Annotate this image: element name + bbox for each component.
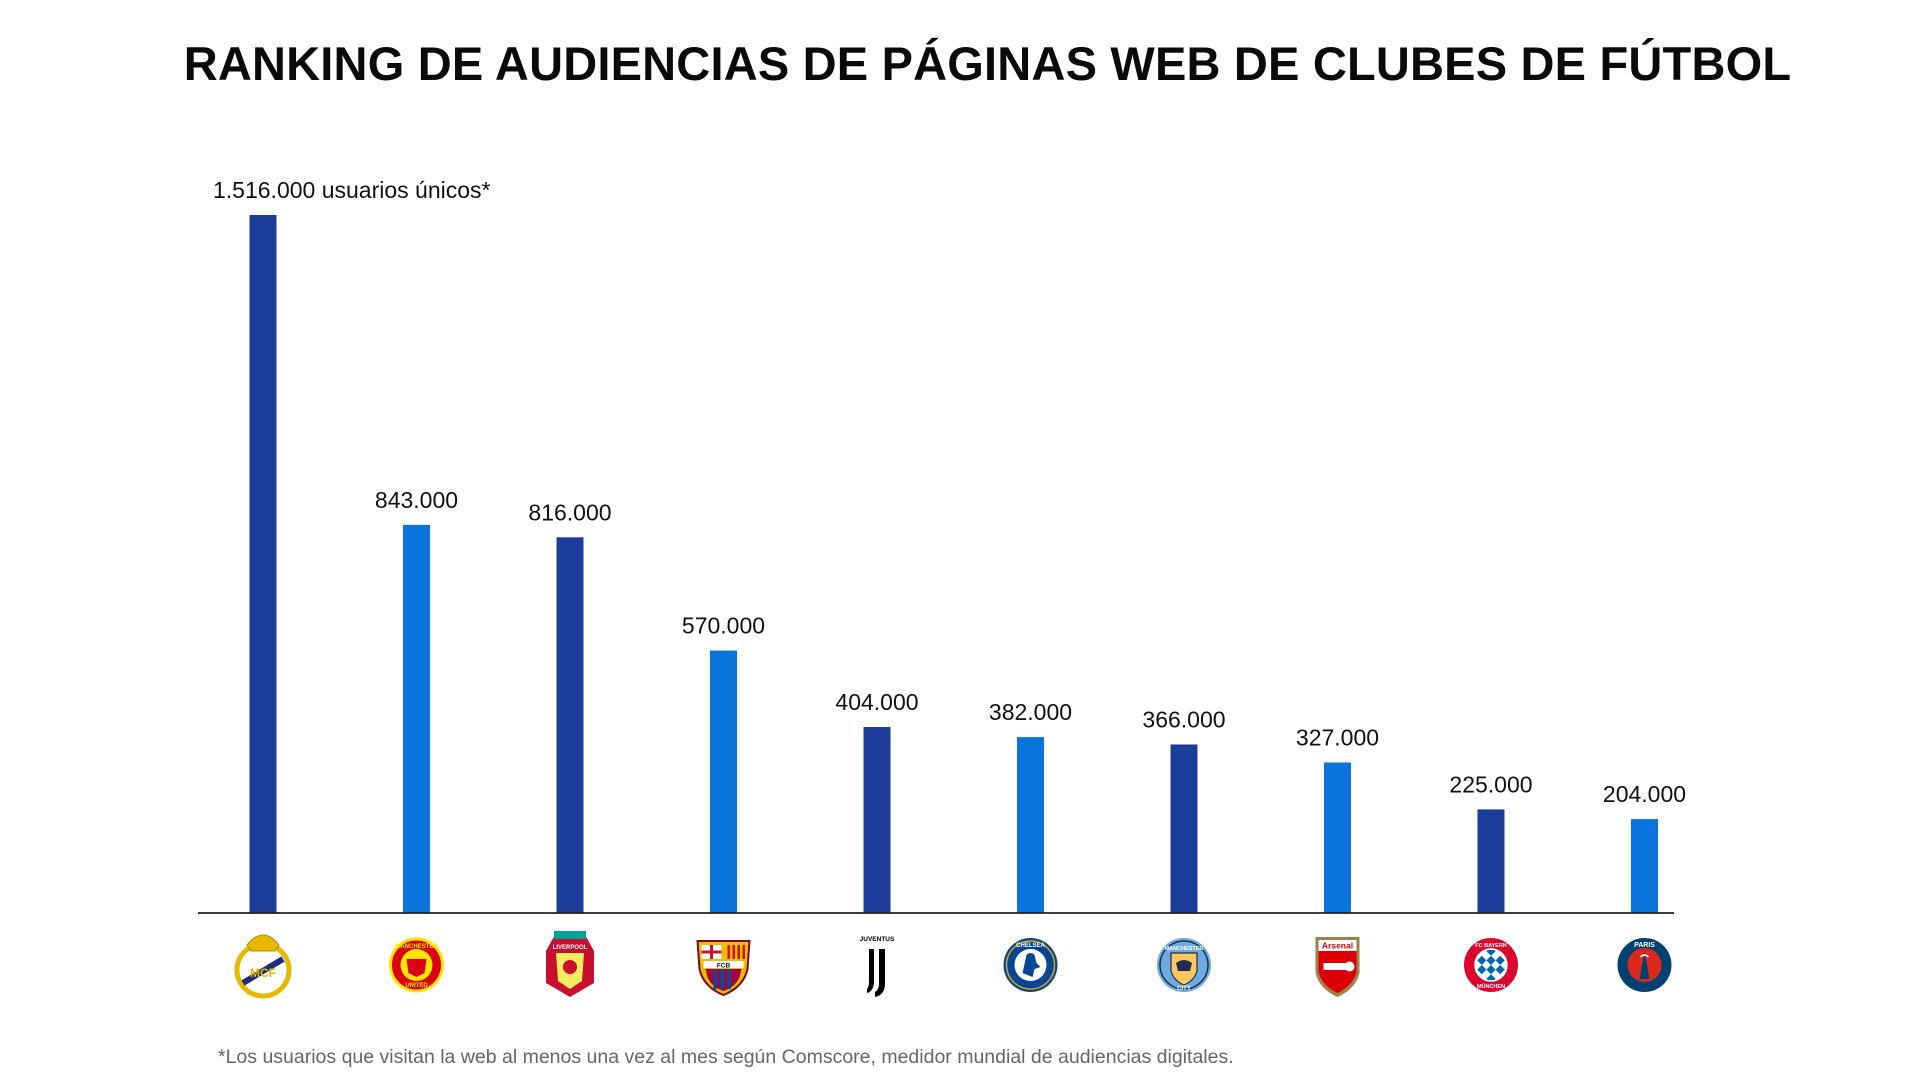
manchester-united-logo: Manchester UnitedMANCHESTERUNITED xyxy=(389,937,444,993)
svg-text:PARIS: PARIS xyxy=(1634,942,1655,949)
liverpool-logo: LiverpoolLIVERPOOL xyxy=(546,931,594,997)
value-label-2: 843.000 xyxy=(375,487,458,513)
svg-text:MANCHESTER: MANCHESTER xyxy=(395,944,438,950)
svg-text:MANCHESTER: MANCHESTER xyxy=(1165,946,1204,952)
value-label-10: 204.000 xyxy=(1603,781,1686,807)
svg-text:JUVENTUS: JUVENTUS xyxy=(860,936,895,943)
value-label-1: 1.516.000 usuarios únicos* xyxy=(213,177,491,203)
svg-text:LIVERPOOL: LIVERPOOL xyxy=(553,945,588,951)
value-label-4: 570.000 xyxy=(682,613,765,639)
svg-text:MÜNCHEN: MÜNCHEN xyxy=(1477,983,1505,990)
value-label-3: 816.000 xyxy=(528,499,611,525)
bar-1 xyxy=(249,215,277,913)
juventus-logo: JuventusJUVENTUS xyxy=(860,936,895,997)
bars-group xyxy=(249,215,1658,913)
bar-8 xyxy=(1324,762,1351,913)
bar-5 xyxy=(863,726,891,913)
club-logos-group: Real MadridMCFManchester UnitedMANCHESTE… xyxy=(234,931,1672,999)
bar-4 xyxy=(710,650,737,913)
bar-7 xyxy=(1170,744,1198,913)
bar-10 xyxy=(1631,819,1658,913)
svg-text:CITY: CITY xyxy=(1177,986,1191,992)
svg-text:Arsenal: Arsenal xyxy=(1322,941,1353,951)
bar-9 xyxy=(1477,809,1505,913)
value-label-9: 225.000 xyxy=(1449,771,1532,797)
arsenal-logo: ArsenalArsenal xyxy=(1315,937,1360,997)
bar-2 xyxy=(403,524,430,913)
svg-text:MCF: MCF xyxy=(250,966,276,980)
chart-title: RANKING DE AUDIENCIAS DE PÁGINAS WEB DE … xyxy=(183,37,1792,90)
svg-text:UNITED: UNITED xyxy=(405,983,428,989)
svg-text:FCB: FCB xyxy=(717,963,731,970)
svg-text:FC BAYERN: FC BAYERN xyxy=(1475,943,1507,949)
value-labels-group: 1.516.000 usuarios únicos* 843.000 816.000… xyxy=(213,177,1686,807)
value-label-8: 327.000 xyxy=(1296,724,1379,750)
value-label-7: 366.000 xyxy=(1142,706,1225,732)
value-label-6: 382.000 xyxy=(989,699,1072,725)
bar-3 xyxy=(556,537,584,913)
bar-6 xyxy=(1017,737,1044,913)
psg-logo: Paris Saint-GermainPARIS xyxy=(1617,938,1672,992)
value-label-5: 404.000 xyxy=(835,689,918,715)
chelsea-logo: ChelseaCHELSEA xyxy=(1003,938,1058,992)
footnote: *Los usuarios que visitan la web al meno… xyxy=(218,1046,1234,1068)
svg-text:CHELSEA: CHELSEA xyxy=(1016,943,1045,949)
real-madrid-logo: Real MadridMCF xyxy=(234,934,292,999)
fc-barcelona-logo: FC BarcelonaFCB xyxy=(696,940,751,997)
